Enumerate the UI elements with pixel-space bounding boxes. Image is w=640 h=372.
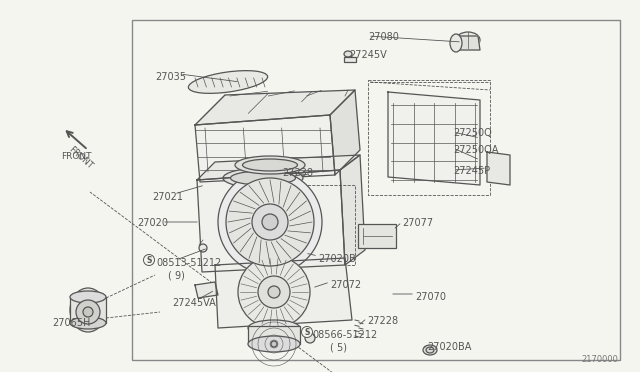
Circle shape: [76, 300, 100, 324]
Polygon shape: [340, 155, 365, 265]
Circle shape: [258, 276, 290, 308]
Circle shape: [262, 214, 278, 230]
Text: FRONT: FRONT: [61, 152, 92, 161]
Text: 27021: 27021: [152, 192, 183, 202]
Ellipse shape: [456, 32, 480, 48]
Circle shape: [238, 256, 310, 328]
Text: 27070: 27070: [415, 292, 446, 302]
Ellipse shape: [70, 291, 106, 303]
Polygon shape: [330, 90, 360, 175]
Ellipse shape: [70, 317, 106, 329]
Text: 27020B: 27020B: [318, 254, 356, 264]
Text: 27065H: 27065H: [52, 318, 90, 328]
Text: 2170000: 2170000: [581, 355, 618, 364]
Ellipse shape: [70, 288, 106, 332]
Text: 27250Q: 27250Q: [453, 128, 492, 138]
Polygon shape: [487, 152, 510, 185]
Text: S: S: [304, 328, 310, 337]
Text: 27245P: 27245P: [453, 166, 490, 176]
Circle shape: [83, 307, 93, 317]
Bar: [358, 224, 396, 248]
Circle shape: [218, 170, 322, 274]
Text: 27245VA: 27245VA: [172, 298, 216, 308]
Bar: [132, 20, 620, 360]
Circle shape: [268, 286, 280, 298]
Text: 27228: 27228: [367, 316, 398, 326]
Circle shape: [252, 204, 288, 240]
Text: 08566-51212: 08566-51212: [312, 330, 377, 340]
Ellipse shape: [423, 345, 437, 355]
Text: 27245V: 27245V: [349, 50, 387, 60]
Text: 27072: 27072: [330, 280, 361, 290]
Polygon shape: [215, 258, 352, 328]
Ellipse shape: [223, 168, 303, 188]
Bar: [70, 297, 106, 323]
Ellipse shape: [235, 156, 305, 174]
Bar: [344, 57, 356, 62]
Polygon shape: [195, 90, 355, 125]
Ellipse shape: [230, 171, 296, 185]
Polygon shape: [197, 170, 345, 272]
Text: 27020: 27020: [137, 218, 168, 228]
Ellipse shape: [248, 320, 300, 336]
Circle shape: [226, 178, 314, 266]
Ellipse shape: [248, 336, 300, 352]
Ellipse shape: [243, 159, 298, 171]
Circle shape: [305, 333, 315, 343]
Bar: [248, 326, 300, 344]
Polygon shape: [388, 92, 480, 185]
Text: 27080: 27080: [368, 32, 399, 42]
Text: ( 5): ( 5): [330, 342, 347, 352]
Polygon shape: [195, 282, 218, 298]
Circle shape: [199, 244, 207, 252]
Ellipse shape: [344, 51, 352, 57]
Ellipse shape: [450, 34, 462, 52]
Polygon shape: [195, 115, 335, 182]
Text: ( 9): ( 9): [168, 270, 185, 280]
Text: 27250QA: 27250QA: [453, 145, 499, 155]
Circle shape: [271, 341, 277, 347]
Text: S: S: [147, 256, 152, 265]
Text: 08513-51212: 08513-51212: [156, 258, 221, 268]
Circle shape: [143, 254, 154, 266]
Text: 27077: 27077: [402, 218, 433, 228]
Circle shape: [301, 327, 312, 337]
Text: FRONT: FRONT: [67, 145, 93, 171]
Ellipse shape: [188, 71, 268, 93]
Polygon shape: [197, 155, 360, 180]
Text: 27238: 27238: [282, 168, 313, 178]
Ellipse shape: [426, 347, 434, 353]
Polygon shape: [456, 36, 480, 50]
Text: 27035: 27035: [155, 72, 186, 82]
Text: 27020BA: 27020BA: [427, 342, 472, 352]
